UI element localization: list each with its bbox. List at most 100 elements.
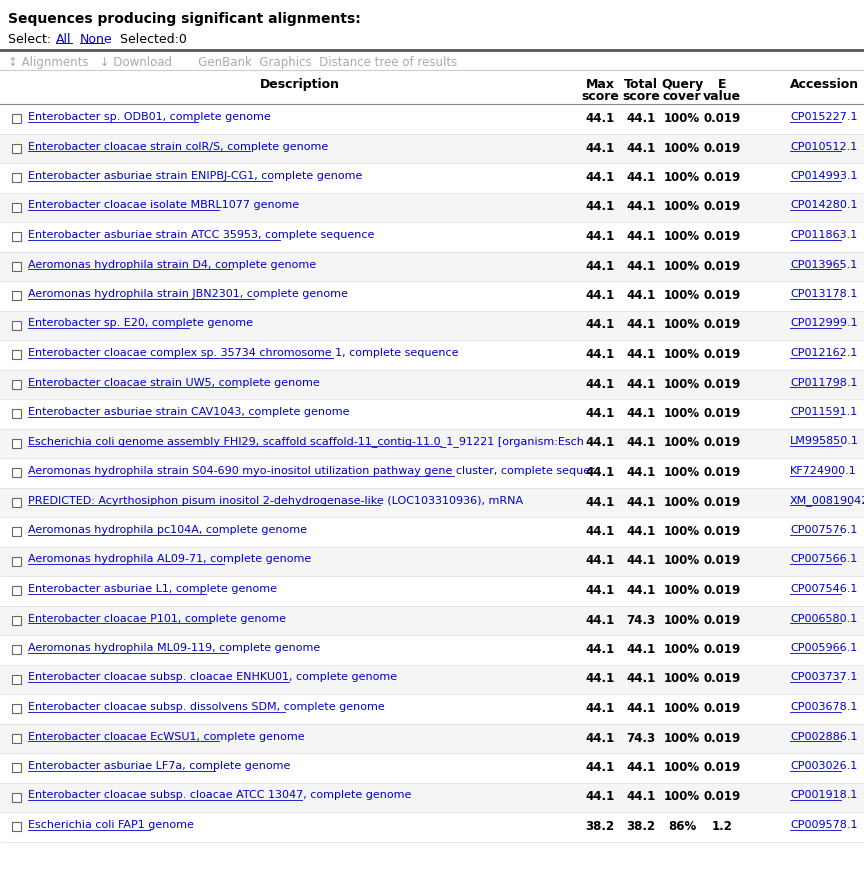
- Text: 44.1: 44.1: [586, 525, 614, 538]
- Text: 100%: 100%: [664, 466, 700, 479]
- Text: 0.019: 0.019: [703, 466, 740, 479]
- Text: 100%: 100%: [664, 790, 700, 803]
- Text: 44.1: 44.1: [626, 584, 656, 597]
- Text: 0.019: 0.019: [703, 348, 740, 361]
- Text: Max: Max: [586, 78, 614, 91]
- Text: Enterobacter cloacae isolate MBRL1077 genome: Enterobacter cloacae isolate MBRL1077 ge…: [28, 201, 299, 210]
- Bar: [0, 281, 864, 311]
- Bar: [12, 173, 21, 182]
- Text: PREDICTED: Acyrthosiphon pisum inositol 2-dehydrogenase-like (LOC103310936), mRN: PREDICTED: Acyrthosiphon pisum inositol …: [28, 496, 523, 505]
- Bar: [0, 251, 864, 281]
- Bar: [0, 222, 864, 251]
- Bar: [0, 369, 864, 399]
- Text: Sequences producing significant alignments:: Sequences producing significant alignmen…: [8, 12, 361, 26]
- Text: CP003026.1: CP003026.1: [790, 761, 857, 771]
- Text: 44.1: 44.1: [586, 407, 614, 420]
- Bar: [12, 675, 21, 684]
- Text: 74.3: 74.3: [626, 732, 656, 745]
- Text: Enterobacter sp. ODB01, complete genome: Enterobacter sp. ODB01, complete genome: [28, 112, 270, 122]
- Bar: [0, 311, 864, 340]
- Text: 44.1: 44.1: [586, 761, 614, 774]
- Text: 100%: 100%: [664, 201, 700, 214]
- Text: CP002886.1: CP002886.1: [790, 732, 857, 741]
- Text: Aeromonas hydrophila strain S04-690 myo-inositol utilization pathway gene cluste: Aeromonas hydrophila strain S04-690 myo-…: [28, 466, 594, 476]
- Text: Enterobacter cloacae P101, complete genome: Enterobacter cloacae P101, complete geno…: [28, 614, 286, 623]
- Bar: [0, 458, 864, 487]
- Text: CP012999.1: CP012999.1: [790, 319, 858, 328]
- Bar: [12, 291, 21, 300]
- Text: Enterobacter asburiae strain CAV1043, complete genome: Enterobacter asburiae strain CAV1043, co…: [28, 407, 350, 417]
- Text: 100%: 100%: [664, 643, 700, 656]
- Bar: [0, 104, 864, 134]
- Text: Aeromonas hydrophila strain D4, complete genome: Aeromonas hydrophila strain D4, complete…: [28, 259, 316, 270]
- Text: score: score: [622, 90, 660, 103]
- Text: CP015227.1: CP015227.1: [790, 112, 857, 122]
- Text: Escherichia coli FAP1 genome: Escherichia coli FAP1 genome: [28, 820, 194, 830]
- Text: 100%: 100%: [664, 377, 700, 390]
- Text: 0.019: 0.019: [703, 377, 740, 390]
- Text: 44.1: 44.1: [586, 732, 614, 745]
- Text: E: E: [718, 78, 727, 91]
- Text: 0.019: 0.019: [703, 201, 740, 214]
- Text: 100%: 100%: [664, 702, 700, 715]
- Text: 44.1: 44.1: [626, 466, 656, 479]
- Text: 44.1: 44.1: [586, 614, 614, 627]
- Text: 100%: 100%: [664, 348, 700, 361]
- Bar: [12, 114, 21, 123]
- Text: 44.1: 44.1: [626, 348, 656, 361]
- Bar: [0, 782, 864, 812]
- Bar: [12, 409, 21, 418]
- Text: 100%: 100%: [664, 141, 700, 155]
- Bar: [12, 350, 21, 359]
- Bar: [12, 438, 21, 448]
- Text: Enterobacter asburiae strain ENIPBJ-CG1, complete genome: Enterobacter asburiae strain ENIPBJ-CG1,…: [28, 171, 362, 181]
- Text: 44.1: 44.1: [586, 377, 614, 390]
- Bar: [12, 262, 21, 271]
- Text: Selected:0: Selected:0: [112, 33, 187, 46]
- Text: Query: Query: [661, 78, 703, 91]
- Text: 44.1: 44.1: [586, 643, 614, 656]
- Bar: [0, 546, 864, 576]
- Text: 0.019: 0.019: [703, 112, 740, 125]
- Text: CP014993.1: CP014993.1: [790, 171, 857, 181]
- Text: Enterobacter asburiae strain ATCC 35953, complete sequence: Enterobacter asburiae strain ATCC 35953,…: [28, 230, 374, 240]
- Text: Enterobacter cloacae strain colR/S, complete genome: Enterobacter cloacae strain colR/S, comp…: [28, 141, 328, 152]
- Text: CP001918.1: CP001918.1: [790, 790, 857, 801]
- Text: Enterobacter cloacae subsp. dissolvens SDM, complete genome: Enterobacter cloacae subsp. dissolvens S…: [28, 702, 384, 712]
- Bar: [12, 763, 21, 772]
- Text: 0.019: 0.019: [703, 171, 740, 184]
- Bar: [12, 527, 21, 536]
- Text: XM_008190427: XM_008190427: [790, 496, 864, 506]
- Text: value: value: [703, 90, 741, 103]
- Text: 44.1: 44.1: [586, 672, 614, 685]
- Text: 44.1: 44.1: [626, 377, 656, 390]
- Text: 44.1: 44.1: [586, 319, 614, 332]
- Text: 0.019: 0.019: [703, 525, 740, 538]
- Bar: [12, 143, 21, 153]
- Text: LM995850.1: LM995850.1: [790, 436, 859, 446]
- Text: 100%: 100%: [664, 584, 700, 597]
- Text: 44.1: 44.1: [626, 319, 656, 332]
- Text: 44.1: 44.1: [626, 259, 656, 272]
- Bar: [12, 556, 21, 566]
- Text: 100%: 100%: [664, 436, 700, 450]
- Text: cover: cover: [663, 90, 702, 103]
- Text: 0.019: 0.019: [703, 672, 740, 685]
- Text: Aeromonas hydrophila strain JBN2301, complete genome: Aeromonas hydrophila strain JBN2301, com…: [28, 289, 348, 299]
- Text: 100%: 100%: [664, 171, 700, 184]
- Bar: [12, 793, 21, 801]
- Bar: [0, 340, 864, 369]
- Text: 44.1: 44.1: [586, 554, 614, 567]
- Text: 44.1: 44.1: [626, 289, 656, 302]
- Text: 44.1: 44.1: [626, 525, 656, 538]
- Text: score: score: [581, 90, 619, 103]
- Text: CP006580.1: CP006580.1: [790, 614, 857, 623]
- Bar: [12, 232, 21, 241]
- Text: 0.019: 0.019: [703, 141, 740, 155]
- Bar: [12, 615, 21, 624]
- Text: Description: Description: [260, 78, 340, 91]
- Text: 100%: 100%: [664, 289, 700, 302]
- Text: CP005966.1: CP005966.1: [790, 643, 857, 653]
- Bar: [12, 320, 21, 329]
- Text: CP009578.1: CP009578.1: [790, 820, 857, 830]
